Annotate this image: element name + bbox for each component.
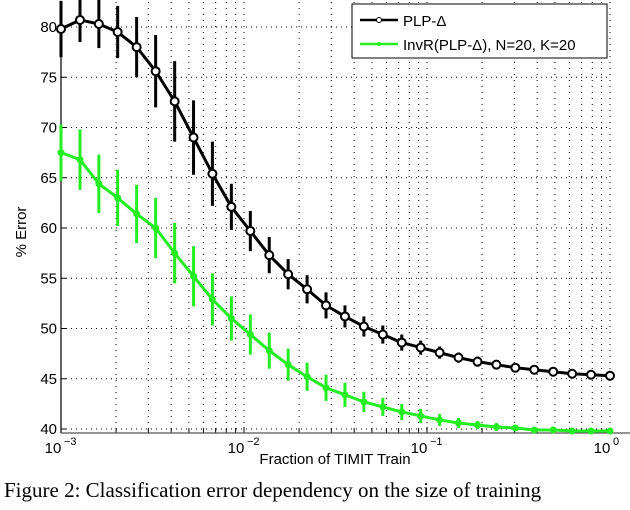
data-point-marker [567, 368, 578, 379]
data-point-marker [510, 362, 521, 373]
y-tick-label: 75 [40, 69, 57, 86]
series-line [60, 18, 611, 378]
data-point-marker [474, 421, 482, 429]
data-point-marker [358, 321, 369, 332]
data-point-marker [321, 300, 332, 311]
data-point-marker [226, 201, 237, 212]
data-point-marker [379, 403, 387, 411]
data-point-marker [264, 250, 275, 261]
x-tick-label: 10 [594, 440, 611, 457]
data-point-marker [227, 314, 235, 322]
data-point-marker [95, 180, 103, 188]
data-point-marker [112, 27, 123, 38]
data-point-marker [207, 168, 218, 179]
data-point-marker [472, 356, 483, 367]
data-point-marker [188, 132, 199, 143]
data-point-marker [529, 364, 540, 375]
data-point-marker [284, 361, 292, 369]
data-point-marker [436, 416, 444, 424]
x-tick-exponent: −3 [64, 436, 77, 448]
data-point-marker [152, 224, 160, 232]
data-point-marker [57, 149, 65, 157]
legend-label: PLP-Δ [403, 13, 446, 30]
data-point-marker [530, 426, 538, 434]
y-tick-label: 50 [40, 321, 57, 338]
series-plp-delta [56, 0, 615, 381]
legend: PLP-Δ InvR(PLP-Δ), N=20, K=20 [351, 3, 608, 59]
data-series [56, 0, 615, 435]
x-tick-label: 10 [411, 440, 428, 457]
y-axis-label: % Error [13, 207, 30, 258]
y-tick-label: 45 [40, 371, 57, 388]
series-invr-plp-delta [57, 124, 614, 435]
data-point-marker [303, 373, 311, 381]
legend-label: InvR(PLP-Δ), N=20, K=20 [403, 37, 576, 54]
x-tick-label: 10 [45, 440, 62, 457]
y-tick-label: 60 [40, 220, 57, 237]
y-tick-label: 65 [40, 170, 57, 187]
data-point-marker [169, 96, 180, 107]
data-point-marker [246, 331, 254, 339]
data-point-marker [455, 419, 463, 427]
data-point-marker [208, 295, 216, 303]
data-point-marker [171, 249, 179, 257]
data-point-marker [322, 384, 330, 392]
series-line [60, 151, 610, 433]
data-point-marker [150, 66, 161, 77]
data-point-marker [587, 427, 595, 435]
data-point-marker [606, 427, 614, 435]
data-point-marker [511, 424, 519, 432]
data-point-marker [586, 369, 597, 380]
figure-caption: Figure 2: Classification error dependenc… [4, 478, 542, 502]
data-point-marker [548, 366, 559, 377]
data-point-marker [417, 412, 425, 420]
data-point-marker [76, 156, 84, 164]
data-point-marker [133, 210, 141, 218]
x-tick-exponent: 0 [613, 436, 619, 448]
y-tick-label: 80 [40, 19, 57, 36]
data-point-marker [549, 426, 557, 434]
data-point-marker [491, 359, 502, 370]
x-tick-exponent: −1 [430, 436, 443, 448]
data-point-marker [283, 269, 294, 280]
data-point-marker [605, 370, 615, 381]
data-point-marker [341, 391, 349, 399]
data-point-marker [265, 347, 273, 355]
data-point-marker [377, 329, 388, 340]
data-point-marker [190, 272, 198, 280]
data-point-marker [114, 194, 122, 202]
y-tick-label: 55 [40, 270, 57, 287]
y-tick-label: 70 [40, 120, 57, 137]
x-tick-exponent: −2 [247, 436, 260, 448]
data-point-marker [302, 284, 313, 295]
data-point-marker [131, 42, 142, 53]
legend-box [351, 3, 608, 59]
data-point-marker [74, 14, 85, 25]
x-axis-label: Fraction of TIMIT Train [259, 451, 410, 468]
data-point-marker [568, 427, 576, 435]
data-point-marker [245, 226, 256, 237]
y-tick-label: 40 [40, 421, 57, 438]
data-point-marker [398, 408, 406, 416]
data-point-marker [396, 337, 407, 348]
data-point-marker [93, 18, 104, 29]
data-point-marker [434, 347, 445, 358]
data-point-marker [339, 311, 350, 322]
data-point-marker [56, 24, 66, 35]
data-point-marker [492, 423, 500, 431]
data-point-marker [360, 398, 368, 406]
data-point-marker [415, 342, 426, 353]
data-point-marker [453, 352, 464, 363]
x-tick-label: 10 [228, 440, 245, 457]
